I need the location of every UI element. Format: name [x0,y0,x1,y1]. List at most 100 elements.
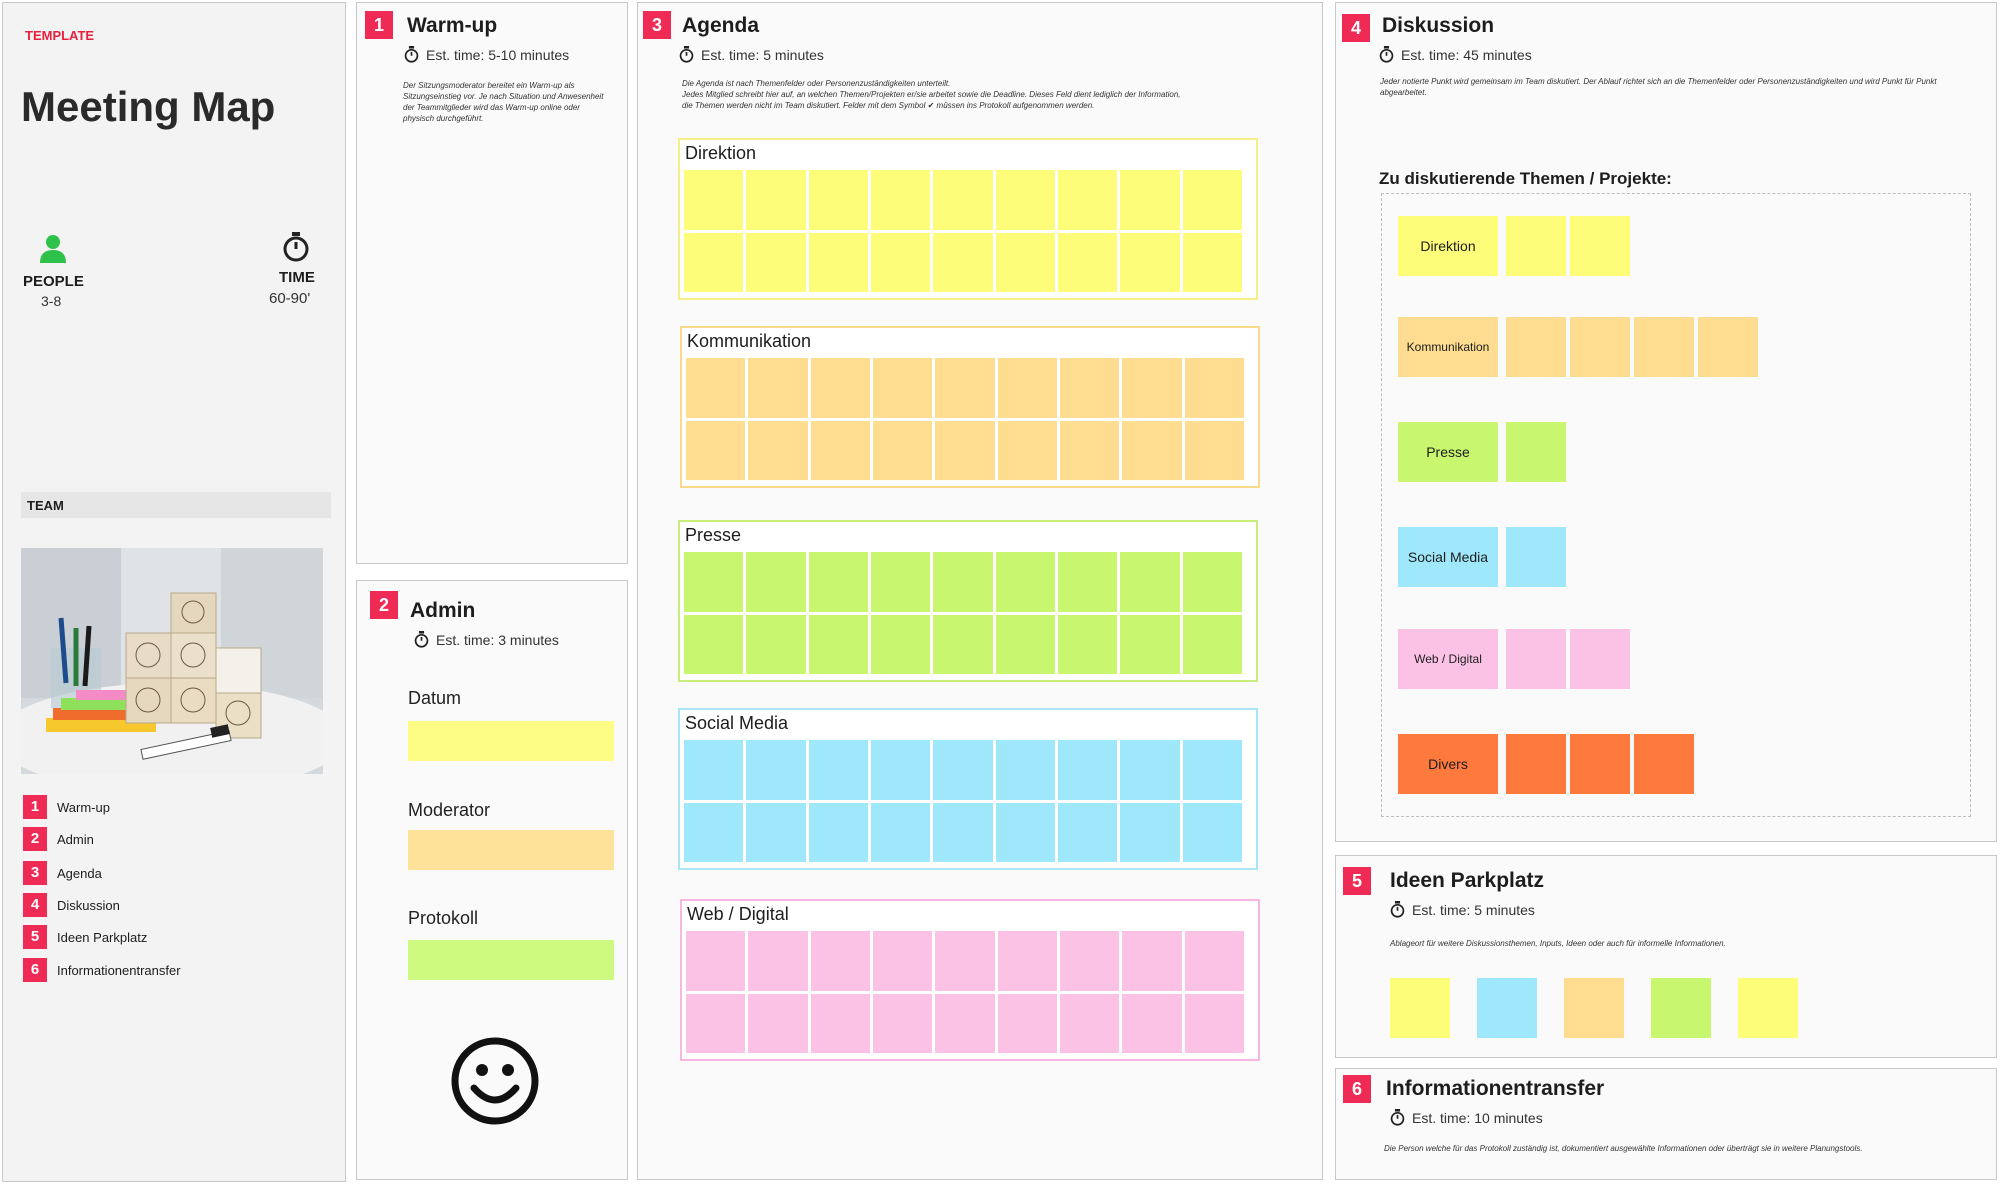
sticky-note[interactable] [1477,978,1537,1038]
sticky-note[interactable] [746,170,806,230]
sticky-note[interactable] [935,420,995,480]
sticky-note[interactable] [1057,802,1118,862]
sticky-note[interactable] [1390,978,1450,1038]
sticky-note[interactable] [997,931,1057,991]
sticky-note[interactable] [1506,734,1566,794]
sticky-note[interactable] [870,232,931,292]
sticky-note[interactable] [1570,734,1630,794]
sticky-note[interactable] [935,931,995,991]
sticky-note[interactable] [748,358,808,418]
sticky-note[interactable] [1059,358,1120,418]
sticky-note[interactable] [1184,420,1244,480]
sticky-note[interactable] [810,358,870,418]
sticky-note[interactable] [1651,978,1711,1038]
sticky-note[interactable] [995,614,1055,674]
sticky-note[interactable] [933,614,993,674]
sticky-note[interactable] [1122,993,1182,1053]
sticky-note[interactable] [1057,614,1118,674]
sticky-note[interactable] [810,993,870,1053]
sticky-note[interactable] [933,552,993,612]
sticky-note[interactable] [746,552,806,612]
sticky-note[interactable] [933,802,993,862]
sticky-note[interactable] [1506,216,1566,276]
sidebar-item-agenda[interactable]: 3 Agenda [23,861,102,885]
sticky-note[interactable] [808,170,868,230]
sticky-note[interactable] [808,802,868,862]
datum-field[interactable] [408,721,614,761]
sticky-note[interactable] [935,993,995,1053]
sticky-note[interactable] [1120,802,1180,862]
sticky-note[interactable] [997,993,1057,1053]
sticky-note[interactable] [1184,931,1244,991]
sticky-note[interactable] [748,993,808,1053]
sticky-note[interactable] [1506,422,1566,482]
sticky-note[interactable] [808,614,868,674]
moderator-field[interactable] [408,830,614,870]
sticky-note[interactable] [1184,358,1244,418]
sidebar-item-warmup[interactable]: 1 Warm-up [23,795,110,819]
sticky-note[interactable] [746,232,806,292]
sticky-note[interactable] [686,420,746,480]
sticky-note[interactable] [1122,931,1182,991]
sticky-note[interactable] [684,740,744,800]
sticky-note[interactable] [1698,317,1758,377]
sticky-note[interactable] [684,170,744,230]
sticky-note[interactable] [808,552,868,612]
sticky-note[interactable] [935,358,995,418]
sticky-note[interactable] [748,931,808,991]
sticky-note[interactable] [684,614,744,674]
sticky-note[interactable] [1570,629,1630,689]
sticky-note[interactable] [684,802,744,862]
sticky-note[interactable] [870,552,931,612]
sticky-note[interactable] [1570,317,1630,377]
sticky-note[interactable] [810,931,870,991]
diskussion-topic-label[interactable]: Social Media [1398,527,1498,587]
sticky-note[interactable] [870,614,931,674]
sticky-note[interactable] [1057,232,1118,292]
diskussion-topic-label[interactable]: Divers [1398,734,1498,794]
sticky-note[interactable] [1120,232,1180,292]
sticky-note[interactable] [686,931,746,991]
sticky-note[interactable] [1057,740,1118,800]
sticky-note[interactable] [1182,740,1242,800]
sidebar-item-admin[interactable]: 2 Admin [23,827,94,851]
sticky-note[interactable] [872,420,933,480]
sticky-note[interactable] [995,552,1055,612]
sticky-note[interactable] [1182,232,1242,292]
sidebar-item-parkplatz[interactable]: 5 Ideen Parkplatz [23,925,147,949]
sticky-note[interactable] [933,170,993,230]
sticky-note[interactable] [1564,978,1624,1038]
sticky-note[interactable] [686,993,746,1053]
diskussion-topic-label[interactable]: Kommunikation [1398,317,1498,377]
sticky-note[interactable] [1120,552,1180,612]
sticky-note[interactable] [1182,614,1242,674]
protokoll-field[interactable] [408,940,614,980]
sticky-note[interactable] [933,232,993,292]
sticky-note[interactable] [808,232,868,292]
sticky-note[interactable] [684,552,744,612]
sticky-note[interactable] [1120,740,1180,800]
sticky-note[interactable] [995,170,1055,230]
diskussion-topic-label[interactable]: Direktion [1398,216,1498,276]
sticky-note[interactable] [995,802,1055,862]
sticky-note[interactable] [1182,802,1242,862]
sticky-note[interactable] [1634,734,1694,794]
sticky-note[interactable] [933,740,993,800]
sticky-note[interactable] [1506,527,1566,587]
sticky-note[interactable] [746,740,806,800]
sticky-note[interactable] [995,232,1055,292]
sticky-note[interactable] [1122,358,1182,418]
sticky-note[interactable] [872,358,933,418]
sticky-note[interactable] [1182,170,1242,230]
sticky-note[interactable] [746,802,806,862]
sticky-note[interactable] [1059,420,1120,480]
sidebar-item-diskussion[interactable]: 4 Diskussion [23,893,120,917]
sticky-note[interactable] [748,420,808,480]
sticky-note[interactable] [870,170,931,230]
sticky-note[interactable] [686,358,746,418]
sticky-note[interactable] [997,358,1057,418]
sticky-note[interactable] [1059,931,1120,991]
sticky-note[interactable] [1506,317,1566,377]
sticky-note[interactable] [870,740,931,800]
sticky-note[interactable] [746,614,806,674]
